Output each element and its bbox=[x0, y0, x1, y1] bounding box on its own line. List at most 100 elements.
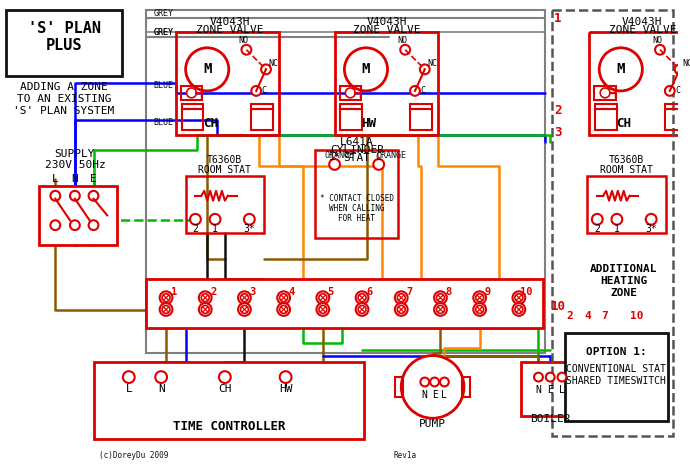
Circle shape bbox=[199, 303, 212, 316]
Bar bbox=[595, 103, 617, 109]
Text: 9: 9 bbox=[484, 287, 491, 297]
Circle shape bbox=[88, 191, 99, 201]
Text: 5: 5 bbox=[328, 287, 334, 297]
Circle shape bbox=[155, 371, 167, 383]
Circle shape bbox=[395, 303, 408, 316]
Text: ZONE VALVE: ZONE VALVE bbox=[353, 25, 420, 35]
Text: E: E bbox=[432, 390, 437, 400]
Circle shape bbox=[162, 306, 170, 314]
Text: HEATING: HEATING bbox=[600, 276, 647, 286]
Text: GREY: GREY bbox=[153, 28, 173, 37]
Circle shape bbox=[592, 214, 602, 225]
Circle shape bbox=[646, 214, 657, 225]
Circle shape bbox=[355, 303, 368, 316]
Circle shape bbox=[241, 306, 248, 314]
Bar bbox=[595, 109, 617, 130]
Circle shape bbox=[434, 303, 447, 316]
Text: N: N bbox=[72, 174, 78, 184]
Text: 7: 7 bbox=[602, 311, 609, 322]
Text: M: M bbox=[617, 62, 625, 76]
Text: NC: NC bbox=[682, 59, 690, 68]
Circle shape bbox=[238, 303, 251, 316]
Circle shape bbox=[515, 306, 523, 314]
Text: M: M bbox=[203, 62, 211, 76]
Text: E: E bbox=[90, 174, 97, 184]
Circle shape bbox=[241, 45, 251, 55]
Circle shape bbox=[319, 306, 327, 314]
Text: 4: 4 bbox=[288, 287, 295, 297]
Circle shape bbox=[665, 86, 675, 96]
Text: V4043H: V4043H bbox=[210, 17, 250, 27]
Circle shape bbox=[238, 292, 251, 304]
Text: 2: 2 bbox=[554, 104, 562, 117]
Text: ZONE VALVE: ZONE VALVE bbox=[609, 25, 676, 35]
Bar bbox=[587, 176, 666, 233]
Bar bbox=[39, 186, 117, 245]
Circle shape bbox=[317, 292, 329, 304]
Circle shape bbox=[358, 294, 366, 302]
Text: STAT: STAT bbox=[344, 153, 371, 162]
Circle shape bbox=[277, 303, 290, 316]
Text: GREY: GREY bbox=[153, 9, 173, 18]
Text: 'S' PLAN: 'S' PLAN bbox=[28, 21, 101, 36]
Text: L: L bbox=[52, 174, 59, 184]
Text: V4043H: V4043H bbox=[622, 17, 662, 27]
Text: ZONE: ZONE bbox=[610, 288, 638, 298]
Bar bbox=[340, 103, 362, 109]
Text: C: C bbox=[262, 87, 266, 95]
Text: PLUS: PLUS bbox=[46, 38, 82, 53]
Circle shape bbox=[534, 373, 543, 381]
Text: 1: 1 bbox=[614, 224, 620, 234]
Text: N: N bbox=[422, 390, 428, 400]
Text: V4043H: V4043H bbox=[366, 17, 407, 27]
Circle shape bbox=[70, 220, 80, 230]
Text: ORANGE: ORANGE bbox=[324, 151, 355, 160]
Circle shape bbox=[655, 45, 665, 55]
Circle shape bbox=[611, 214, 622, 225]
Circle shape bbox=[159, 303, 172, 316]
Circle shape bbox=[434, 292, 447, 304]
Circle shape bbox=[599, 48, 642, 91]
Circle shape bbox=[437, 294, 444, 302]
Circle shape bbox=[279, 371, 291, 383]
Text: L641A: L641A bbox=[340, 137, 374, 147]
Text: 1*: 1* bbox=[328, 152, 340, 161]
Text: 2: 2 bbox=[193, 224, 199, 234]
Circle shape bbox=[397, 306, 405, 314]
Text: TO AN EXISTING: TO AN EXISTING bbox=[17, 94, 111, 104]
Text: ROOM STAT: ROOM STAT bbox=[600, 165, 653, 176]
Circle shape bbox=[546, 373, 555, 381]
Text: L: L bbox=[559, 385, 565, 395]
Circle shape bbox=[358, 306, 366, 314]
Text: 3: 3 bbox=[249, 287, 255, 297]
Bar bbox=[395, 377, 403, 397]
Circle shape bbox=[201, 306, 209, 314]
Text: * CONTACT CLOSED
WHEN CALLING
FOR HEAT: * CONTACT CLOSED WHEN CALLING FOR HEAT bbox=[319, 194, 394, 223]
Text: 4: 4 bbox=[584, 311, 591, 322]
Text: OPTION 1:: OPTION 1: bbox=[586, 347, 647, 357]
Text: 7: 7 bbox=[406, 287, 412, 297]
Bar bbox=[335, 32, 437, 135]
Text: N: N bbox=[535, 385, 542, 395]
Circle shape bbox=[437, 306, 444, 314]
Bar bbox=[146, 32, 545, 352]
Bar bbox=[146, 279, 543, 328]
Circle shape bbox=[251, 86, 261, 96]
Text: C: C bbox=[420, 87, 425, 95]
Text: SHARED TIMESWITCH: SHARED TIMESWITCH bbox=[566, 376, 666, 386]
Circle shape bbox=[420, 65, 430, 74]
Bar bbox=[251, 103, 273, 109]
Circle shape bbox=[475, 294, 484, 302]
Text: T6360B: T6360B bbox=[207, 155, 242, 166]
Bar bbox=[181, 109, 204, 130]
Circle shape bbox=[430, 378, 439, 387]
Text: HW: HW bbox=[362, 117, 377, 130]
Text: 1: 1 bbox=[554, 12, 562, 25]
Circle shape bbox=[241, 294, 248, 302]
Text: M: M bbox=[362, 62, 370, 76]
Bar bbox=[340, 109, 362, 130]
Text: NO: NO bbox=[652, 37, 662, 45]
Bar bbox=[339, 86, 361, 100]
Text: ZONE VALVE: ZONE VALVE bbox=[196, 25, 264, 35]
Text: CYLINDER: CYLINDER bbox=[330, 145, 384, 155]
